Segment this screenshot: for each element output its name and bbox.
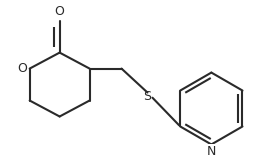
Text: S: S (143, 90, 151, 103)
Text: O: O (18, 62, 28, 75)
Text: N: N (207, 145, 216, 155)
Text: O: O (55, 5, 65, 18)
